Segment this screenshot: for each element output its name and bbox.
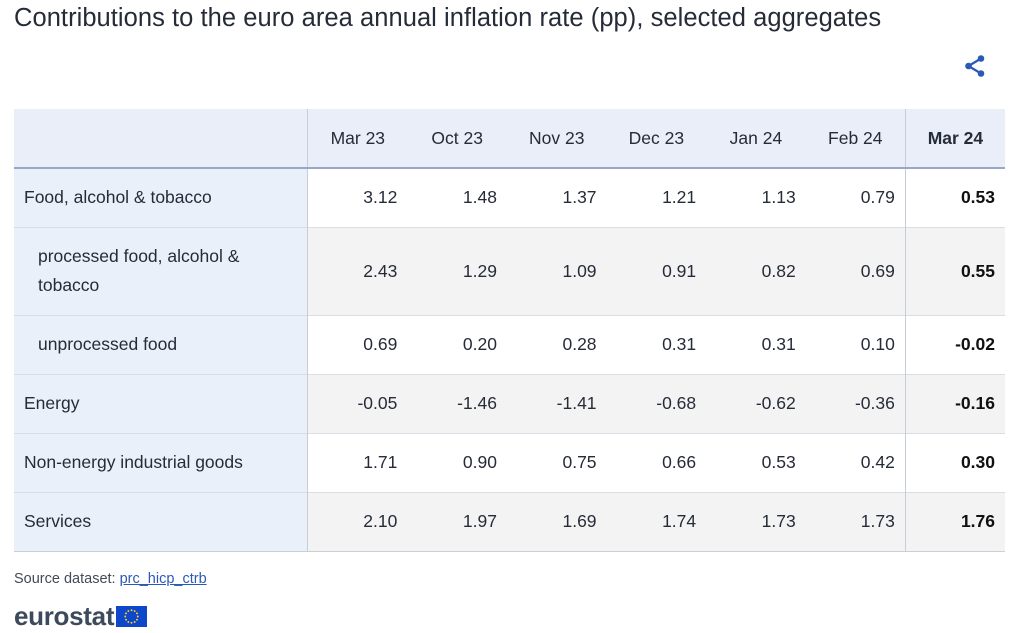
row-label: Non-energy industrial goods	[14, 433, 308, 492]
table-corner-cell	[14, 109, 308, 169]
table-row: unprocessed food 0.69 0.20 0.28 0.31 0.31 0.10…	[14, 315, 1005, 374]
table-cell: 0.20	[407, 315, 507, 374]
table-cell: 0.91	[606, 227, 707, 315]
table-cell: 0.31	[606, 315, 707, 374]
share-icon[interactable]	[962, 53, 988, 79]
table-cell: 0.66	[606, 433, 707, 492]
table-cell: 0.82	[706, 227, 806, 315]
inflation-contributions-table: Mar 23 Oct 23 Nov 23 Dec 23 Jan 24 Feb 24 Mar …	[14, 109, 1005, 552]
flag-star	[130, 608, 133, 611]
flag-star	[136, 611, 139, 614]
flag-star	[130, 621, 133, 624]
row-label: processed food, alcohol & tobacco	[14, 227, 308, 315]
table-cell: -0.62	[706, 374, 806, 433]
table-body: Food, alcohol & tobacco 3.12 1.48 1.37 1.21 1…	[14, 168, 1005, 551]
table-cell: 1.97	[407, 492, 507, 551]
table-row: Non-energy industrial goods 1.71 0.90 0.75 0…	[14, 433, 1005, 492]
page-title: Contributions to the euro area annual in…	[14, 4, 882, 32]
flag-star	[127, 609, 130, 612]
table-cell: 1.73	[805, 492, 906, 551]
table-cell: 1.29	[407, 227, 507, 315]
table-row: Services 2.10 1.97 1.69 1.74 1.73 1.73 1.76	[14, 492, 1005, 551]
table-cell: 0.31	[706, 315, 806, 374]
table-cell: -0.05	[307, 374, 408, 433]
table-cell: 0.30	[904, 433, 1005, 492]
table-cell: 0.79	[805, 168, 906, 227]
table-cell: 0.69	[805, 227, 906, 315]
row-label: Food, alcohol & tobacco	[14, 168, 308, 227]
table-header-row: Mar 23 Oct 23 Nov 23 Dec 23 Jan 24 Feb 24 Mar …	[14, 109, 1005, 169]
flag-star	[133, 620, 136, 623]
table-cell: 1.37	[506, 168, 607, 227]
column-header: Dec 23	[606, 109, 707, 169]
table-cell: 0.55	[904, 227, 1005, 315]
table-cell: -1.41	[506, 374, 607, 433]
table-cell: 1.21	[606, 168, 707, 227]
row-label: Services	[14, 492, 308, 551]
table-cell: 0.10	[805, 315, 906, 374]
flag-star	[125, 618, 128, 621]
table-row: Food, alcohol & tobacco 3.12 1.48 1.37 1.21 1…	[14, 168, 1005, 227]
column-header: Nov 23	[506, 109, 607, 169]
table-cell: 0.28	[506, 315, 607, 374]
table-cell: 1.09	[506, 227, 607, 315]
source-prefix: Source dataset:	[14, 571, 120, 587]
row-label: Energy	[14, 374, 308, 433]
column-header: Oct 23	[407, 109, 507, 169]
table-row: Energy -0.05 -1.46 -1.41 -0.68 -0.62 -0.36 -0.1…	[14, 374, 1005, 433]
flag-star	[127, 620, 130, 623]
table-cell: -1.46	[407, 374, 507, 433]
column-header: Feb 24	[805, 109, 906, 169]
table-cell: 1.73	[706, 492, 806, 551]
table-cell: 0.53	[904, 168, 1005, 227]
column-header: Jan 24	[706, 109, 806, 169]
flag-star	[124, 615, 127, 617]
table-row: processed food, alcohol & tobacco 2.43 1.2…	[14, 227, 1005, 315]
brand-name: eurostat	[14, 600, 115, 631]
table-cell: -0.02	[904, 315, 1005, 374]
table-cell: 0.53	[706, 433, 806, 492]
table-cell: 0.42	[805, 433, 906, 492]
column-header: Mar 23	[307, 109, 408, 169]
table-cell: 1.74	[606, 492, 707, 551]
flag-star	[136, 618, 139, 621]
table-cell: 0.69	[307, 315, 408, 374]
table-cell: 2.43	[307, 227, 408, 315]
table-cell: 1.71	[307, 433, 408, 492]
flag-star	[133, 609, 136, 612]
source-dataset-link[interactable]: prc_hicp_ctrb	[119, 571, 207, 587]
row-label: unprocessed food	[14, 315, 308, 374]
flag-star	[125, 611, 128, 614]
table-cell: 1.69	[506, 492, 607, 551]
table-cell: 0.75	[506, 433, 607, 492]
table-cell: 2.10	[307, 492, 408, 551]
column-header: Mar 24	[904, 109, 1005, 169]
table-cell: 1.76	[904, 492, 1005, 551]
eurostat-logo: eurostat	[14, 600, 148, 632]
source-note: Source dataset: prc_hicp_ctrb	[14, 571, 207, 587]
table-cell: 1.48	[407, 168, 507, 227]
eu-flag-icon	[116, 605, 148, 627]
table-cell: -0.16	[904, 374, 1005, 433]
table-cell: 3.12	[307, 168, 408, 227]
table-cell: -0.36	[805, 374, 906, 433]
table-cell: 0.90	[407, 433, 507, 492]
table-cell: -0.68	[606, 374, 707, 433]
table-cell: 1.13	[706, 168, 806, 227]
flag-star	[137, 615, 139, 617]
